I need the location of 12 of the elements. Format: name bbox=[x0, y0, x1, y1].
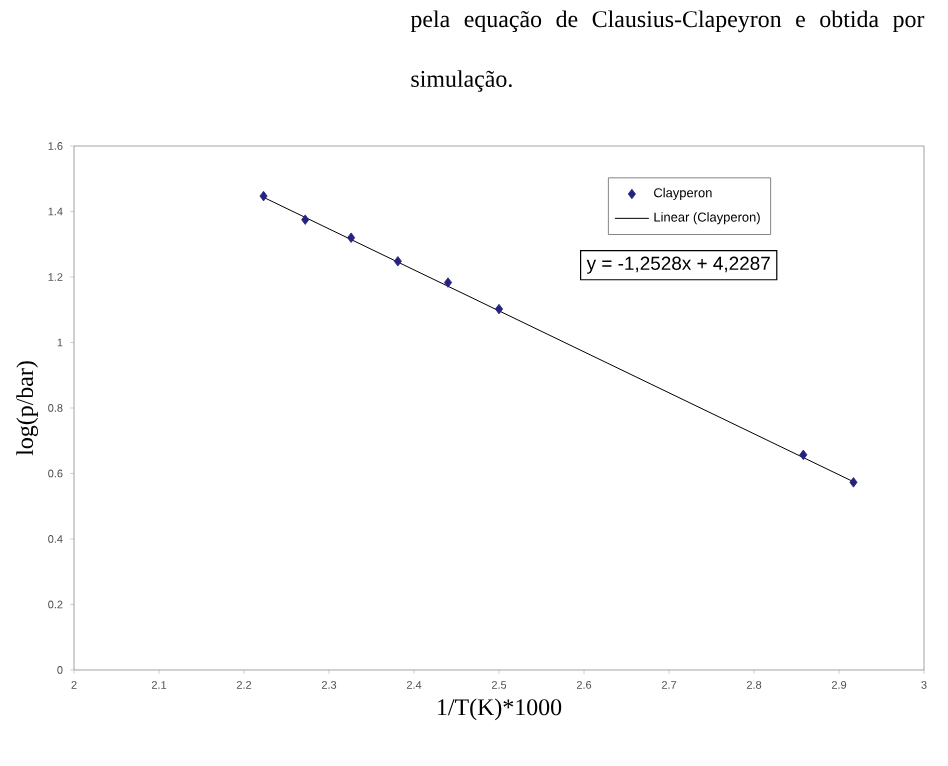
point bbox=[849, 477, 858, 488]
text: pela equação de Clausius-Clapeyron e obtida por simulação. bbox=[410, 10, 925, 92]
point bbox=[259, 190, 268, 202]
annotation: y = -1,2528x + 4,2287 bbox=[586, 256, 770, 274]
y-axis-title: log(p/bar) bbox=[16, 361, 39, 456]
point bbox=[393, 256, 402, 267]
point bbox=[301, 214, 310, 225]
point bbox=[495, 303, 504, 315]
point bbox=[347, 232, 356, 243]
x-axis-title: 1/T(K)*1000 bbox=[438, 698, 562, 721]
point bbox=[444, 277, 453, 288]
point bbox=[799, 449, 808, 461]
